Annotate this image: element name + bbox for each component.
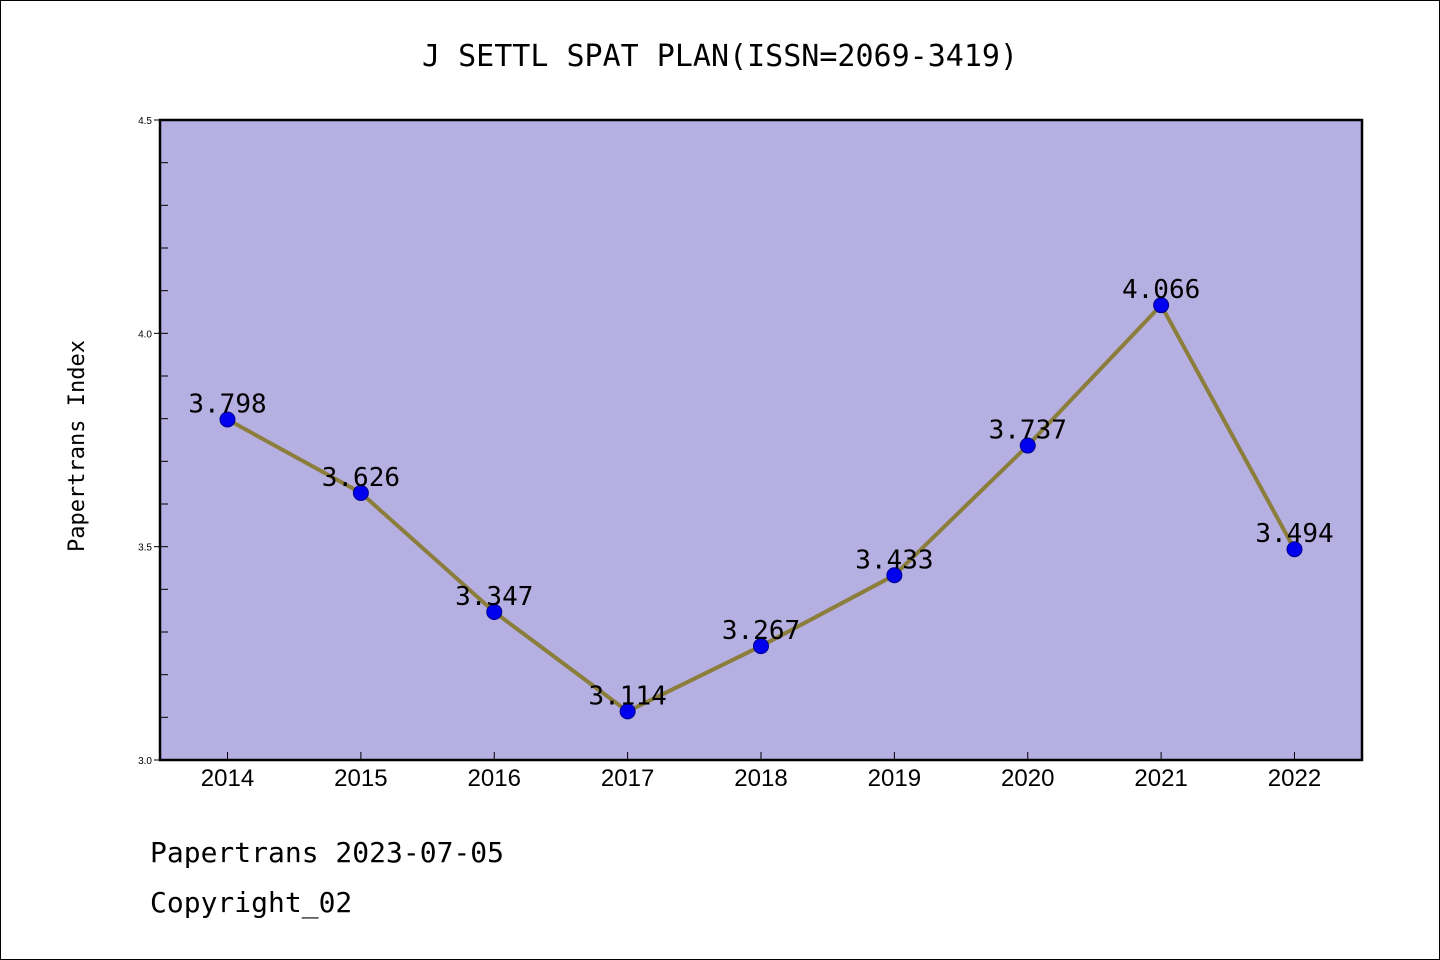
- data-point: [1153, 297, 1170, 314]
- data-point: [886, 567, 903, 584]
- plot-area: [158, 118, 1364, 762]
- data-point: [619, 703, 636, 720]
- footer-date: Papertrans 2023-07-05: [150, 836, 505, 869]
- x-tick-label: 2022: [1268, 765, 1321, 792]
- x-tick-label: 2014: [201, 765, 254, 792]
- data-label: 3.433: [855, 545, 933, 575]
- x-tick-label: 2020: [1001, 765, 1054, 792]
- data-point: [753, 638, 769, 655]
- x-tick-label: 2017: [601, 765, 654, 792]
- data-label: 3.347: [455, 582, 533, 612]
- data-label: 3.267: [722, 616, 800, 646]
- data-point: [352, 484, 369, 501]
- x-tick-label: 2016: [468, 765, 521, 792]
- data-label: 3.798: [188, 390, 266, 420]
- y-tick-label: 4.5: [138, 116, 152, 127]
- chart-title: J SETTL SPAT PLAN(ISSN=2069-3419): [422, 39, 1018, 74]
- y-axis-label: Papertrans Index: [65, 340, 90, 552]
- footer-copyright: Copyright_02: [150, 886, 353, 919]
- x-tick-label: 2018: [734, 765, 787, 792]
- x-tick-label: 2015: [334, 765, 387, 792]
- x-axis: 2014 2015 2016 2017 2018 2019 2020 2021 2022: [201, 752, 1321, 792]
- y-tick-label: 4.0: [138, 329, 152, 340]
- x-tick-label: 2021: [1134, 765, 1187, 792]
- data-series: 3.798 3.626 3.347 3.114 3.267 3.433 3.737 4.066…: [188, 275, 1334, 720]
- data-label: 4.066: [1122, 275, 1200, 305]
- data-label: 3.626: [322, 463, 400, 493]
- data-label: 3.494: [1255, 519, 1333, 549]
- data-label: 3.737: [989, 416, 1067, 446]
- data-point: [1286, 541, 1303, 558]
- y-tick-label: 3.5: [138, 543, 152, 554]
- data-point: [219, 411, 236, 428]
- y-axis: 3.0 3.5 4.0 4.5: [138, 116, 168, 767]
- data-point: [1019, 437, 1036, 454]
- data-label: 3.114: [588, 681, 666, 711]
- data-point: [486, 603, 503, 620]
- x-tick-label: 2019: [868, 765, 921, 792]
- y-tick-label: 3.0: [138, 756, 152, 767]
